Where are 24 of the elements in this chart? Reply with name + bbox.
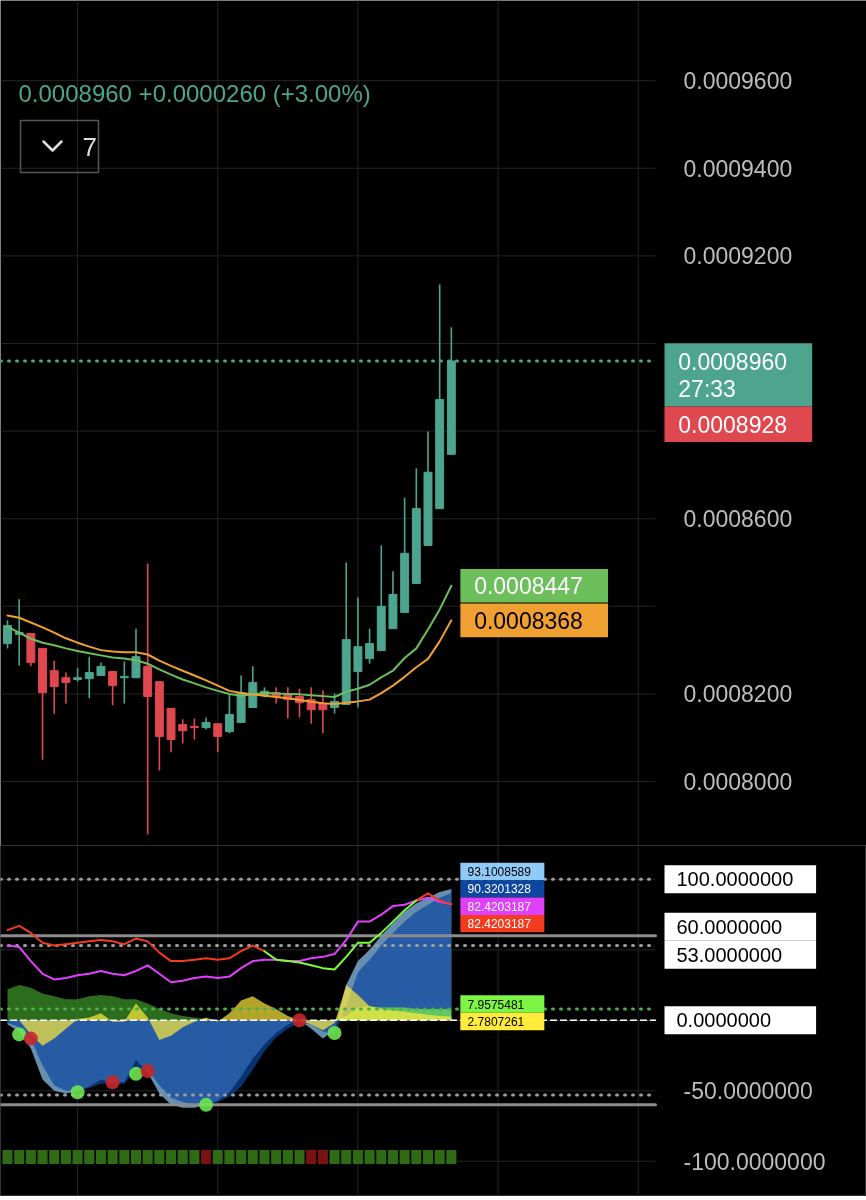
data-label: 2.7807261	[467, 1014, 525, 1029]
ref-line-label: 53.0000000	[676, 943, 783, 966]
y-tick-label: 0.0008000	[683, 769, 793, 796]
text: 0.0008960 +0.0000260 (+3.00%)	[18, 80, 371, 107]
data-label: 82.4203187	[467, 917, 532, 932]
data-label: 82.4203187	[467, 899, 532, 914]
y-tick-label: 0.0008200	[683, 681, 793, 708]
ref-line-label: 0.0000000	[676, 1009, 772, 1032]
y-tick-label: -50.0000000	[683, 1078, 813, 1105]
ref-line-label: 0.0008960 27:33	[678, 348, 788, 402]
data-label: 0.0008447	[474, 573, 583, 600]
y-tick-label: 0.0009200	[683, 243, 793, 270]
y-tick-label: -100.0000000	[683, 1148, 826, 1175]
data-label: 90.3201328	[467, 882, 532, 897]
data-label: 0.0008368	[474, 607, 583, 634]
text: 0.0008928	[678, 411, 788, 438]
ref-line-label: 100.0000000	[676, 868, 794, 891]
y-tick-label: 0.0009400	[683, 155, 793, 182]
data-label: 7.9575481	[467, 997, 525, 1012]
y-tick-label: 0.0009600	[683, 68, 793, 95]
y-tick-label: 0.0008600	[683, 506, 793, 533]
data-label: 93.1008589	[467, 864, 532, 879]
ref-line-label: 60.0000000	[676, 915, 783, 938]
annotation: 7	[82, 131, 97, 162]
